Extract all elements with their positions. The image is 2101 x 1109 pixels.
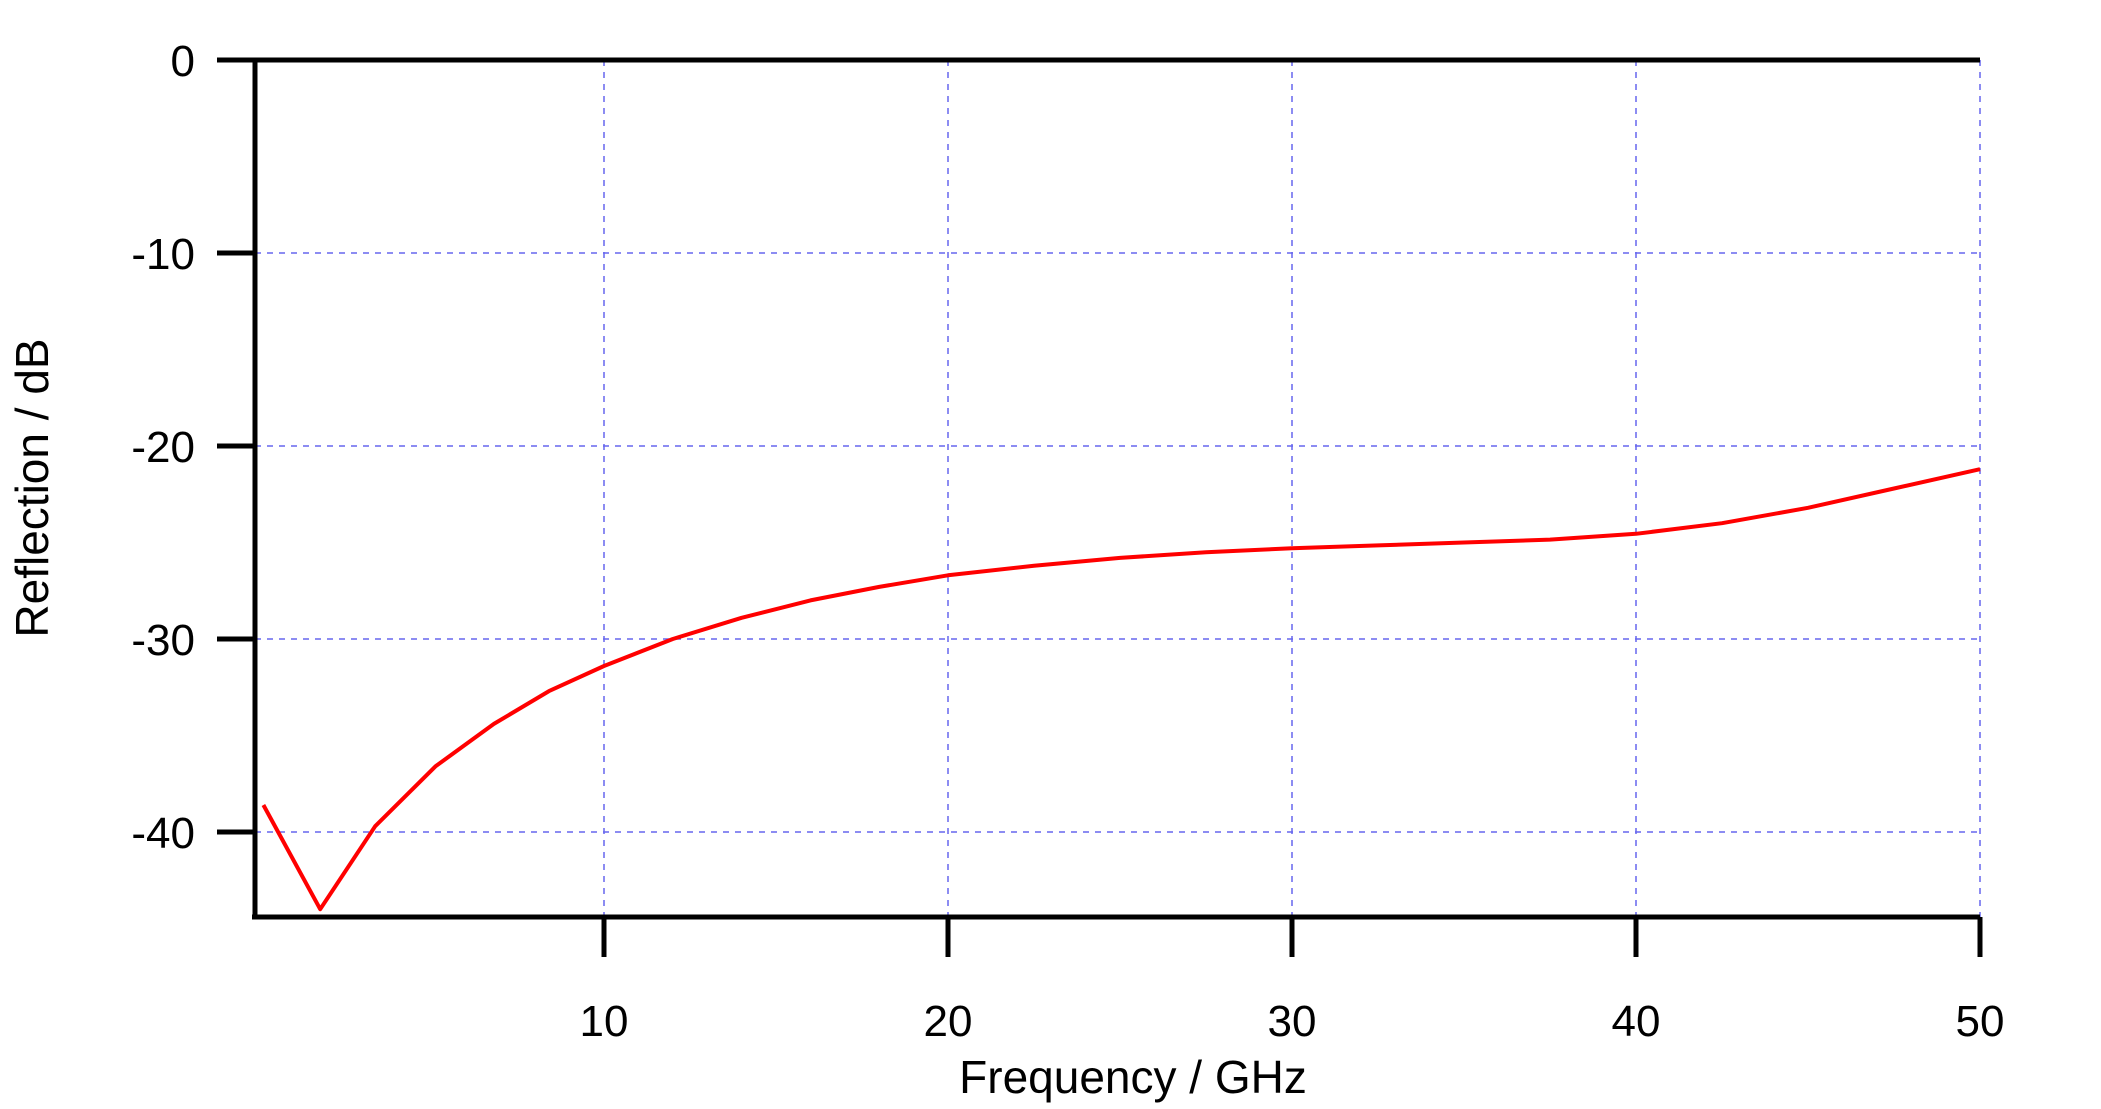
x-tick-label: 30 bbox=[1268, 997, 1317, 1046]
x-tick-label: 10 bbox=[580, 997, 629, 1046]
x-axis-title: Frequency / GHz bbox=[959, 1051, 1307, 1103]
y-tick-label: -10 bbox=[131, 230, 195, 279]
series-line bbox=[261, 467, 1981, 912]
x-tick-label: 20 bbox=[924, 997, 973, 1046]
axes bbox=[217, 57, 1980, 920]
y-tick-label: -30 bbox=[131, 616, 195, 665]
y-tick-label: -20 bbox=[131, 423, 195, 472]
x-tick-label: 50 bbox=[1956, 997, 2005, 1046]
y-axis-ticks: 0 -10 -20 -30 -40 bbox=[131, 37, 255, 858]
y-tick-label: -40 bbox=[131, 809, 195, 858]
y-tick-label: 0 bbox=[171, 37, 195, 86]
x-tick-label: 40 bbox=[1612, 997, 1661, 1046]
y-axis-title: Reflection / dB bbox=[6, 338, 58, 637]
grid-lines bbox=[255, 60, 1981, 917]
data-series bbox=[261, 467, 1981, 912]
x-axis-ticks: 10 20 30 40 50 bbox=[580, 917, 2005, 1046]
